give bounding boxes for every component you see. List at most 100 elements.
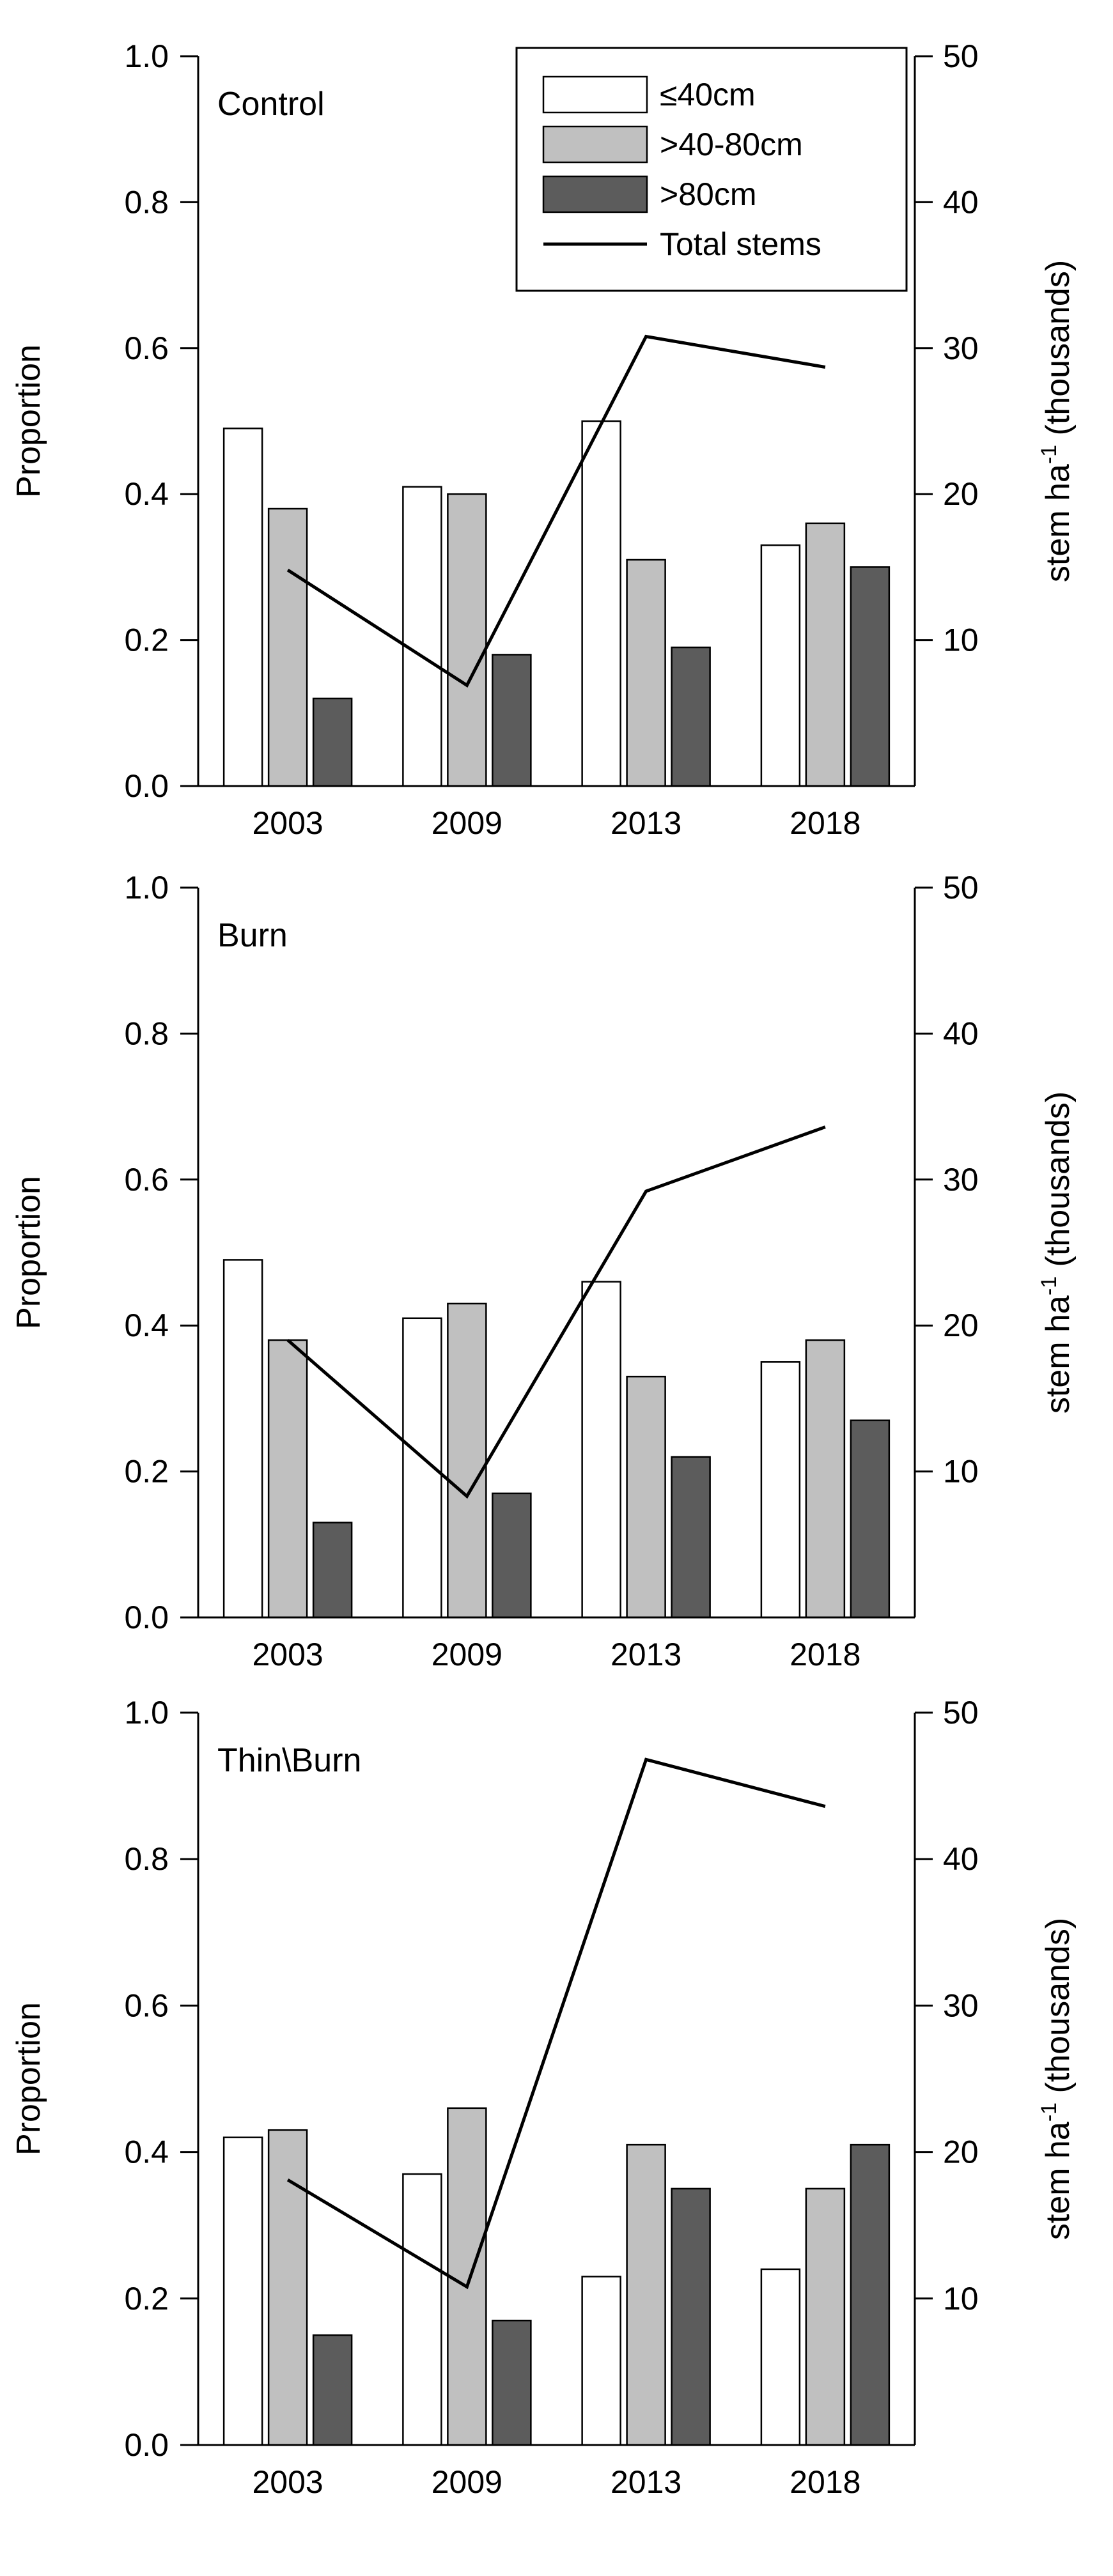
y2-axis-label: stem ha-1 (thousands) — [1037, 260, 1077, 582]
legend-swatch-large — [542, 175, 648, 213]
bar-small-2013 — [581, 420, 621, 787]
bar-small-2018 — [760, 544, 801, 787]
x-tick-label: 2018 — [790, 805, 860, 841]
bar-small-2003 — [222, 428, 263, 787]
y-tick-label: 0.8 — [124, 1015, 169, 1051]
y-tick-label: 1.0 — [124, 870, 169, 906]
y2-axis-label-main: stem ha — [1039, 464, 1077, 582]
x-tick-label: 2009 — [432, 805, 502, 841]
bar-large-2013 — [671, 2187, 711, 2446]
y-tick-label: 1.0 — [124, 1695, 169, 1731]
y-tick-label: 0.2 — [124, 2281, 169, 2317]
y2-tick-label: 30 — [943, 1987, 979, 2023]
y2-tick-label: 20 — [943, 2134, 979, 2170]
y-tick-label: 0.8 — [124, 1841, 169, 1877]
legend-label-medium: >40-80cm — [660, 127, 803, 162]
y-tick-label: 0.0 — [124, 1600, 169, 1635]
bar-large-2018 — [850, 1419, 891, 1619]
y-tick-label: 0.6 — [124, 1162, 169, 1198]
y2-tick-label: 50 — [943, 1695, 979, 1731]
bar-medium-2003 — [267, 2129, 308, 2446]
legend-swatch-medium — [542, 125, 648, 164]
bar-small-2013 — [581, 1281, 621, 1619]
x-tick-label: 2003 — [253, 805, 323, 841]
y2-tick-label: 20 — [943, 1307, 979, 1343]
x-tick-label: 2013 — [611, 1637, 681, 1672]
y2-tick-label: 40 — [943, 184, 979, 220]
x-tick-label: 2013 — [611, 2464, 681, 2500]
y2-axis-label-suffix: (thousands) — [1039, 1918, 1077, 2102]
bar-large-2018 — [850, 2143, 891, 2446]
y-tick-label: 0.4 — [124, 1307, 169, 1343]
y2-tick-label: 10 — [943, 1454, 979, 1490]
panel-1: 0.0 0.2 0.4 0.6 0.8 1.0 10 20 30 40 50 2003 2009 2013… — [10, 38, 1077, 841]
legend: ≤40cm >40-80cm >80cm Total stems — [515, 47, 908, 292]
bar-medium-2009 — [447, 493, 487, 787]
y-axis-label: Proportion — [10, 1176, 47, 1329]
y2-tick-label: 30 — [943, 330, 979, 366]
y-tick-label: 1.0 — [124, 38, 169, 74]
y2-axis-label-exponent: -1 — [1037, 1276, 1061, 1295]
y2-tick-label: 10 — [943, 622, 979, 658]
y-tick-label: 0.6 — [124, 1987, 169, 2023]
bar-medium-2018 — [805, 2187, 846, 2446]
legend-label-small: ≤40cm — [660, 77, 756, 112]
y-tick-label: 0.8 — [124, 184, 169, 220]
y2-tick-label: 30 — [943, 1162, 979, 1198]
bar-small-2018 — [760, 2268, 801, 2446]
y-tick-label: 0.0 — [124, 768, 169, 804]
y2-tick-label: 40 — [943, 1015, 979, 1051]
y-tick-label: 0.4 — [124, 476, 169, 512]
bar-medium-2018 — [805, 522, 846, 787]
y2-axis-label-main: stem ha — [1039, 2122, 1077, 2240]
x-tick-label: 2018 — [790, 2464, 860, 2500]
bar-large-2003 — [312, 1522, 353, 1619]
y2-tick-label: 50 — [943, 38, 979, 74]
bar-small-2003 — [222, 1259, 263, 1619]
bar-medium-2013 — [626, 2143, 666, 2446]
y-tick-label: 0.4 — [124, 2134, 169, 2170]
x-tick-label: 2003 — [253, 2464, 323, 2500]
panel-title: Thin\Burn — [217, 1742, 361, 1779]
bar-medium-2013 — [626, 1375, 666, 1619]
legend-swatch-small — [542, 75, 648, 114]
bar-small-2009 — [402, 2173, 442, 2446]
bar-small-2013 — [581, 2276, 621, 2446]
x-tick-label: 2003 — [253, 1637, 323, 1672]
bar-large-2009 — [492, 654, 532, 787]
bar-small-2018 — [760, 1361, 801, 1619]
bar-medium-2003 — [267, 507, 308, 787]
total-stems-line — [286, 1757, 826, 2290]
bar-large-2013 — [671, 1456, 711, 1619]
legend-label-total: Total stems — [660, 226, 821, 262]
y-tick-label: 0.0 — [124, 2427, 169, 2463]
bar-medium-2013 — [626, 559, 666, 787]
bar-large-2018 — [850, 566, 891, 787]
bar-large-2013 — [671, 646, 711, 787]
bar-large-2009 — [492, 2319, 532, 2446]
y2-axis-label: stem ha-1 (thousands) — [1037, 1091, 1077, 1414]
y-axis-label: Proportion — [10, 344, 47, 498]
y2-tick-label: 10 — [943, 2281, 979, 2317]
bar-medium-2009 — [447, 2107, 487, 2446]
y2-tick-label: 20 — [943, 476, 979, 512]
bar-medium-2003 — [267, 1339, 308, 1619]
y2-axis-label-exponent: -1 — [1037, 445, 1061, 464]
total-stems-line — [286, 334, 826, 688]
y2-axis-label-main: stem ha — [1039, 1295, 1077, 1414]
y-tick-label: 0.6 — [124, 330, 169, 366]
y2-axis-label: stem ha-1 (thousands) — [1037, 1918, 1077, 2240]
legend-label-large: >80cm — [660, 176, 756, 212]
y-tick-label: 0.2 — [124, 1454, 169, 1490]
panel-2: 0.0 0.2 0.4 0.6 0.8 1.0 10 20 30 40 50 2003 2009 2013… — [10, 870, 1077, 1672]
y2-axis-label-suffix: (thousands) — [1039, 1091, 1077, 1276]
bar-large-2003 — [312, 697, 353, 787]
bar-large-2003 — [312, 2334, 353, 2446]
x-tick-label: 2009 — [432, 2464, 502, 2500]
bar-small-2009 — [402, 486, 442, 787]
x-tick-label: 2009 — [432, 1637, 502, 1672]
panel-3: 0.0 0.2 0.4 0.6 0.8 1.0 10 20 30 40 50 2003 2009 2013… — [10, 1695, 1077, 2500]
panel-title: Control — [217, 86, 325, 123]
y2-axis-label-exponent: -1 — [1037, 2102, 1061, 2122]
